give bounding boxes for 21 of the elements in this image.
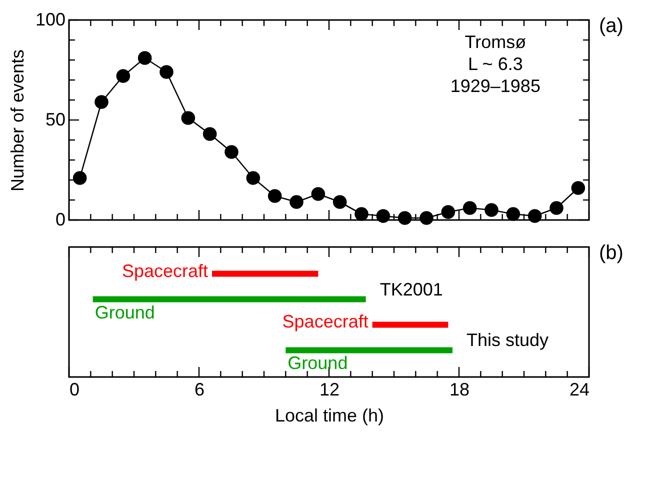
y-tick-label: 0 bbox=[55, 210, 66, 230]
y-tick-label: 100 bbox=[35, 10, 66, 30]
y-axis-title: Number of events bbox=[7, 49, 28, 192]
annotation: 1929–1985 bbox=[450, 76, 540, 96]
text: (a) bbox=[599, 15, 624, 37]
x-axis-title: Local time (h) bbox=[274, 406, 384, 426]
x-tick-label: 12 bbox=[319, 380, 340, 400]
data-label: Spacecraft bbox=[282, 312, 368, 332]
x-tick-label: 18 bbox=[449, 380, 470, 400]
annotation: Tromsø bbox=[464, 32, 526, 52]
x-tick-label: 24 bbox=[569, 380, 590, 400]
data-label: Ground bbox=[94, 302, 155, 322]
annotation: TK2001 bbox=[380, 279, 443, 300]
y-tick-label: 50 bbox=[45, 110, 66, 130]
annotation: This study bbox=[466, 330, 549, 350]
annotation: L ~ 6.3 bbox=[468, 54, 523, 74]
text: (b) bbox=[599, 242, 624, 264]
x-tick-label: 6 bbox=[194, 380, 205, 400]
data-label: Spacecraft bbox=[122, 260, 208, 281]
data-label: Ground bbox=[288, 353, 348, 374]
x-tick-label: 0 bbox=[70, 380, 80, 400]
